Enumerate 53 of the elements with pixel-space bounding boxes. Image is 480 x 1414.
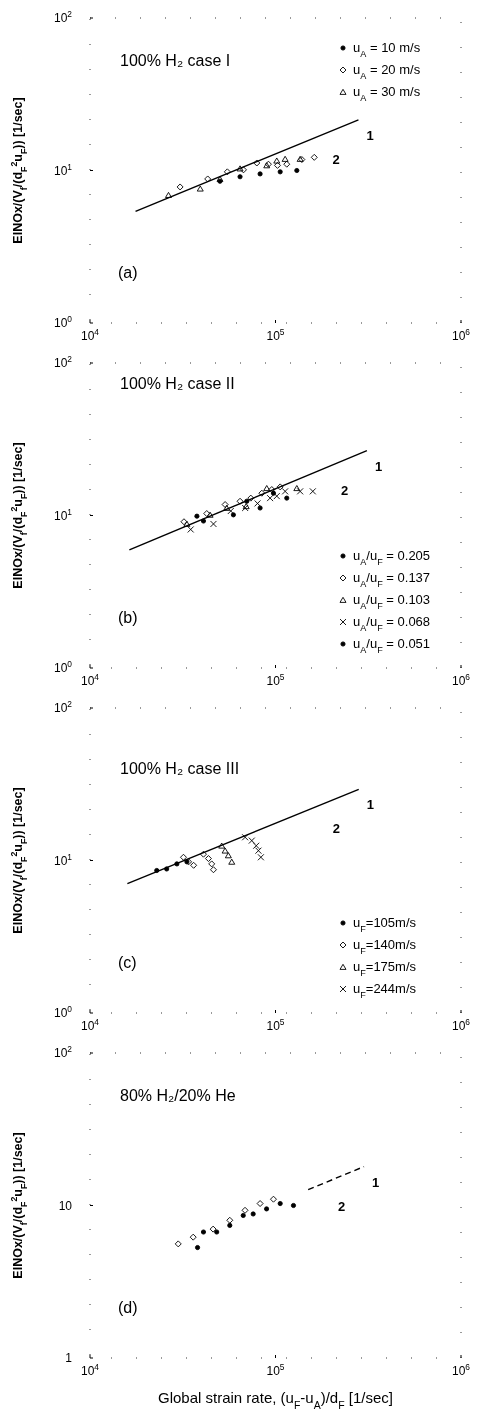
legend-label: u$_{F}$=244m/s <box>353 981 417 1000</box>
y-tick-label: 10$^{2}$ <box>53 354 73 370</box>
x-tick-label: 10$^{4}$ <box>80 672 100 688</box>
annotation: (b) <box>118 609 138 626</box>
text: 100% H₂ case I <box>120 52 231 69</box>
text: 80% H₂/20% He <box>120 1087 236 1104</box>
text: 100% H₂ case II <box>120 375 235 392</box>
annotation: (c) <box>118 954 137 971</box>
legend-label: u$_{F}$=105m/s <box>353 915 417 934</box>
y-tick-label: 10$^{0}$ <box>53 659 73 675</box>
legend-label: u$_{F}$=175m/s <box>353 959 417 978</box>
annotation: 1 <box>366 797 374 813</box>
annotation: (a) <box>118 264 138 281</box>
legend-label: u$_{A}$/u$_{F}$ = 0.137 <box>353 570 431 589</box>
legend-label: u$_{A}$/u$_{F}$ = 0.068 <box>353 614 431 633</box>
x-tick-label: 10$^{4}$ <box>80 327 100 343</box>
annotation: 2 <box>332 151 340 167</box>
legend-label: u$_{A}$ = 20 m/s <box>353 62 421 81</box>
x-tick-label: 10$^{6}$ <box>451 1017 471 1033</box>
y-tick-label: 10$^{0}$ <box>53 314 73 330</box>
x-tick-label: 10$^{5}$ <box>266 1362 285 1378</box>
annotation: 1 <box>366 127 374 143</box>
legend-label: u$_{A}$/u$_{F}$ = 0.205 <box>353 548 431 567</box>
annotation: 2 <box>340 482 349 498</box>
legend-label: u$_{F}$=140m/s <box>353 937 417 956</box>
annotation: 2 <box>332 821 340 837</box>
legend-label: u$_{A}$/u$_{F}$ = 0.103 <box>353 592 431 611</box>
annotation: (d) <box>118 1299 138 1316</box>
x-tick-label: 10$^{5}$ <box>266 672 285 688</box>
text: 100% H₂ case III <box>120 760 240 777</box>
y-tick-label: 10$^{1}$ <box>53 506 73 523</box>
y-tick-label: 10 <box>58 1198 73 1213</box>
x-tick-label: 10$^{5}$ <box>266 327 285 343</box>
x-tick-label: 10$^{4}$ <box>80 1017 100 1033</box>
x-tick-label: 10$^{6}$ <box>451 327 471 343</box>
x-tick-label: 10$^{6}$ <box>451 672 471 688</box>
y-tick-label: 10$^{2}$ <box>53 699 73 715</box>
legend-label: u$_{A}$ = 10 m/s <box>353 40 421 59</box>
annotation: 1 <box>374 458 383 474</box>
x-tick-label: 10$^{6}$ <box>451 1362 471 1378</box>
y-tick-label: 10$^{1}$ <box>53 851 73 868</box>
y-tick-label: 10$^{0}$ <box>53 1004 73 1020</box>
y-tick-label: 1 <box>65 1351 73 1365</box>
annotation: 2 <box>338 1198 346 1214</box>
x-tick-label: 10$^{5}$ <box>266 1017 285 1033</box>
x-axis-title: Global strain rate, (u$_{F}$-u$_{A}$)/d$_{F}$ [1/sec] <box>158 1389 393 1411</box>
y-tick-label: 10$^{2}$ <box>53 9 73 25</box>
y-tick-label: 10$^{1}$ <box>53 161 73 178</box>
y-tick-label: 10$^{2}$ <box>53 1044 73 1060</box>
x-tick-label: 10$^{4}$ <box>80 1362 100 1378</box>
annotation: 1 <box>372 1174 380 1190</box>
legend-label: u$_{A}$/u$_{F}$ = 0.051 <box>353 636 431 655</box>
legend-label: u$_{A}$ = 30 m/s <box>353 84 421 103</box>
